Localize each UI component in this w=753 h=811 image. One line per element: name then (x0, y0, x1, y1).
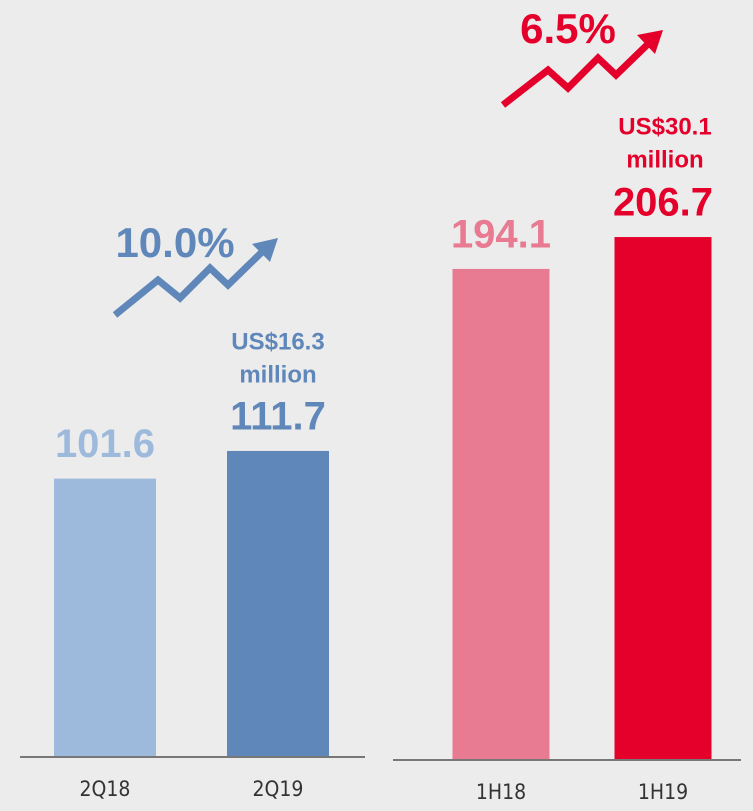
data-label: 111.7 (230, 395, 326, 439)
data-label: 101.6 (55, 422, 155, 466)
bar (54, 478, 156, 757)
category-label: 1H19 (638, 780, 688, 804)
growth-label: 10.0% (115, 219, 234, 266)
bar (227, 450, 329, 757)
growth-arrow-right (500, 30, 663, 108)
bar (614, 237, 712, 760)
bar (452, 268, 550, 760)
note-label: US$30.1 (618, 113, 711, 140)
data-label: 206.7 (613, 181, 713, 225)
growth-arrow-left (112, 238, 278, 318)
data-label: 194.1 (451, 212, 551, 256)
growth-label: 6.5% (520, 5, 616, 52)
note-label: million (626, 146, 703, 173)
category-label: 2Q19 (253, 777, 304, 801)
category-label: 2Q18 (80, 777, 131, 801)
note-label: US$16.3 (231, 328, 324, 355)
note-label: million (239, 361, 316, 388)
category-label: 1H18 (476, 780, 526, 804)
